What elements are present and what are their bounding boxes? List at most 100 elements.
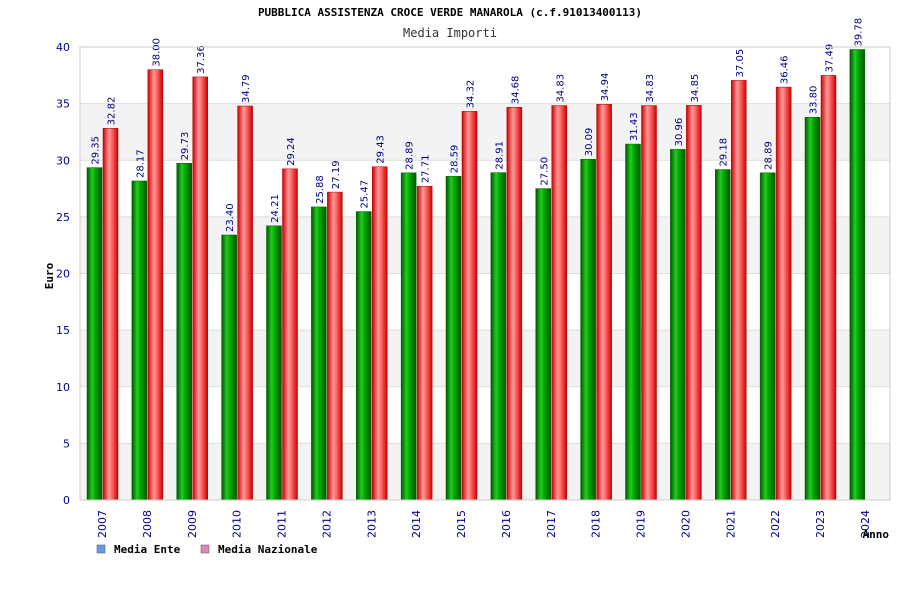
bar-media-nazionale xyxy=(372,166,388,501)
plot-band xyxy=(80,47,890,104)
data-label: 29.73 xyxy=(180,132,191,161)
bar-media-ente xyxy=(490,172,507,501)
plot-band xyxy=(80,273,890,331)
bar-media-ente xyxy=(715,169,731,501)
chart-subtitle: Media Importi xyxy=(403,26,497,40)
axes xyxy=(79,46,891,501)
legend: Media Ente Media Nazionale xyxy=(96,543,318,556)
bar-media-ente xyxy=(804,116,821,501)
y-tick-label: 5 xyxy=(63,437,70,450)
data-label: 33.80 xyxy=(809,86,820,115)
y-tick-label: 0 xyxy=(63,494,70,507)
bar-media-ente xyxy=(580,158,596,501)
bar-media-ente xyxy=(176,163,193,501)
data-label: 27.19 xyxy=(331,160,342,189)
bar-media-ente xyxy=(759,172,776,501)
data-label: 37.05 xyxy=(735,49,746,78)
bar-media-ente xyxy=(356,211,372,501)
x-tick-label: 2018 xyxy=(590,510,603,538)
data-label: 34.83 xyxy=(555,74,566,103)
bar-media-nazionale xyxy=(282,168,298,501)
data-label: 25.47 xyxy=(360,180,371,209)
plot-band xyxy=(80,103,890,161)
data-label: 32.82 xyxy=(107,97,118,126)
bar-media-nazionale xyxy=(192,76,209,501)
x-tick-label: 2013 xyxy=(365,510,378,538)
data-label: 27.50 xyxy=(539,157,550,186)
data-label: 25.88 xyxy=(315,175,326,204)
x-tick-label: 2020 xyxy=(679,510,692,538)
y-tick-labels: 0 5 10 15 20 25 30 35 40 xyxy=(56,41,70,507)
data-label: 30.96 xyxy=(674,118,685,147)
x-tick-label: 2008 xyxy=(141,510,154,538)
bar-media-ente xyxy=(221,234,237,501)
y-tick-label: 10 xyxy=(56,381,70,394)
bar-media-ente xyxy=(535,188,552,501)
bar-media-nazionale xyxy=(775,86,792,501)
y-tick-label: 25 xyxy=(56,211,70,224)
data-label: 28.59 xyxy=(450,145,461,174)
x-axis-label: Anno xyxy=(863,528,890,541)
x-tick-label: 2009 xyxy=(186,510,199,538)
plot-band xyxy=(80,216,890,274)
bar-media-ente xyxy=(266,225,282,501)
x-tick-label: 2010 xyxy=(231,510,244,538)
data-label: 34.32 xyxy=(466,80,477,109)
bar-media-ente xyxy=(131,180,148,501)
data-label: 38.00 xyxy=(151,38,162,67)
data-label: 34.85 xyxy=(690,74,701,103)
plot-frame xyxy=(79,46,891,501)
bar-media-ente xyxy=(86,167,103,501)
data-label: 39.78 xyxy=(853,18,864,47)
data-label: 28.89 xyxy=(405,141,416,170)
data-label: 28.89 xyxy=(764,141,775,170)
bar-media-nazionale xyxy=(461,111,478,501)
plot-band xyxy=(80,443,890,500)
bar-media-nazionale xyxy=(641,105,657,501)
data-label: 29.18 xyxy=(719,138,730,167)
bar-media-nazionale xyxy=(327,191,343,501)
plot-band xyxy=(80,386,890,444)
bar-media-ente xyxy=(625,143,641,501)
x-tick-label: 2023 xyxy=(814,510,827,538)
x-tick-label: 2012 xyxy=(320,510,333,538)
y-tick-label: 40 xyxy=(56,41,70,54)
data-label: 29.35 xyxy=(91,136,102,165)
data-label: 34.68 xyxy=(510,76,521,105)
plot-background xyxy=(80,47,890,500)
x-tick-label: 2016 xyxy=(500,510,513,538)
data-label: 23.40 xyxy=(225,203,236,232)
y-tick-label: 30 xyxy=(56,154,70,167)
legend-swatch xyxy=(96,544,106,554)
legend-label: Media Ente xyxy=(114,543,181,556)
x-tick-label: 2019 xyxy=(635,510,648,538)
plot-band xyxy=(80,160,890,217)
data-label: 34.83 xyxy=(645,74,656,103)
y-tick-label: 15 xyxy=(56,324,70,337)
data-label: 34.79 xyxy=(241,74,252,103)
data-labels: 29.35 32.82 28.17 38.00 29.73 37.36 23.40 34.79… xyxy=(91,18,865,232)
bar-media-ente xyxy=(400,172,417,501)
data-label: 29.43 xyxy=(376,135,387,164)
bar-media-nazionale xyxy=(416,185,433,501)
data-label: 37.36 xyxy=(196,45,207,74)
data-label: 28.17 xyxy=(135,149,146,178)
bar-media-ente xyxy=(311,206,327,501)
data-label: 31.43 xyxy=(629,112,640,141)
legend-swatch xyxy=(200,544,210,554)
x-tick-label: 2007 xyxy=(96,510,109,538)
bar-media-nazionale xyxy=(820,75,837,501)
bar-media-nazionale xyxy=(147,69,164,501)
bar-media-ente xyxy=(445,175,462,501)
y-axis-label: Euro xyxy=(43,262,56,289)
x-tick-labels: 2007 2008 2009 2010 2011 2012 2013 2014 2015 2016… xyxy=(96,510,872,538)
x-tick-label: 2015 xyxy=(455,510,468,538)
x-tick-label: 2022 xyxy=(769,510,782,538)
bar-media-nazionale xyxy=(102,128,119,501)
x-tick-label: 2011 xyxy=(276,510,289,538)
y-tick-label: 35 xyxy=(56,98,70,111)
chart-title: PUBBLICA ASSISTENZA CROCE VERDE MANAROLA… xyxy=(258,6,642,19)
plot-band xyxy=(80,330,890,387)
data-label: 27.71 xyxy=(421,155,432,184)
